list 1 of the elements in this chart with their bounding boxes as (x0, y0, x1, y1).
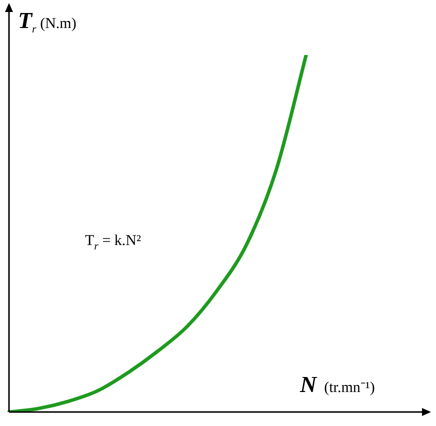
x-axis-title: N (tr.mn⁻¹) (299, 372, 375, 397)
